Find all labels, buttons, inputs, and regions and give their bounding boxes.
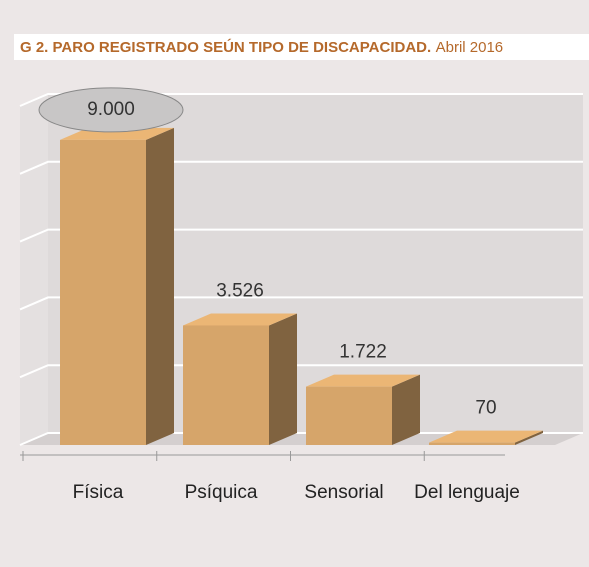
back-wall xyxy=(48,94,583,433)
x-tick-label: Física xyxy=(73,482,124,503)
bar-top xyxy=(183,313,297,326)
grid-line xyxy=(19,160,583,175)
bar-side xyxy=(269,313,297,445)
value-label: 1.722 xyxy=(339,342,387,363)
grid-line xyxy=(19,364,583,379)
value-label-bubble xyxy=(38,87,184,133)
x-tick-label: Psíquica xyxy=(185,482,258,503)
bar-side xyxy=(392,374,420,445)
chart-title: G 2. PARO REGISTRADO SEÚN TIPO DE DISCAP… xyxy=(20,38,503,56)
bar-top xyxy=(429,430,543,443)
value-label: 9.000 xyxy=(87,99,135,120)
grid-line xyxy=(19,93,583,107)
grid-line xyxy=(19,228,583,243)
bar-side xyxy=(146,127,174,446)
bar xyxy=(306,386,392,445)
bar-side xyxy=(515,430,543,445)
bar xyxy=(429,442,515,445)
grid-line xyxy=(19,296,583,311)
x-tick-label: Sensorial xyxy=(304,482,383,503)
bar-top xyxy=(306,374,420,387)
bar xyxy=(183,325,269,445)
bar xyxy=(60,139,146,445)
side-wall xyxy=(20,94,48,445)
x-tick-label: Del lenguaje xyxy=(414,482,520,503)
value-label: 70 xyxy=(475,398,496,419)
title-bar xyxy=(14,34,589,60)
value-label: 3.526 xyxy=(216,280,264,301)
